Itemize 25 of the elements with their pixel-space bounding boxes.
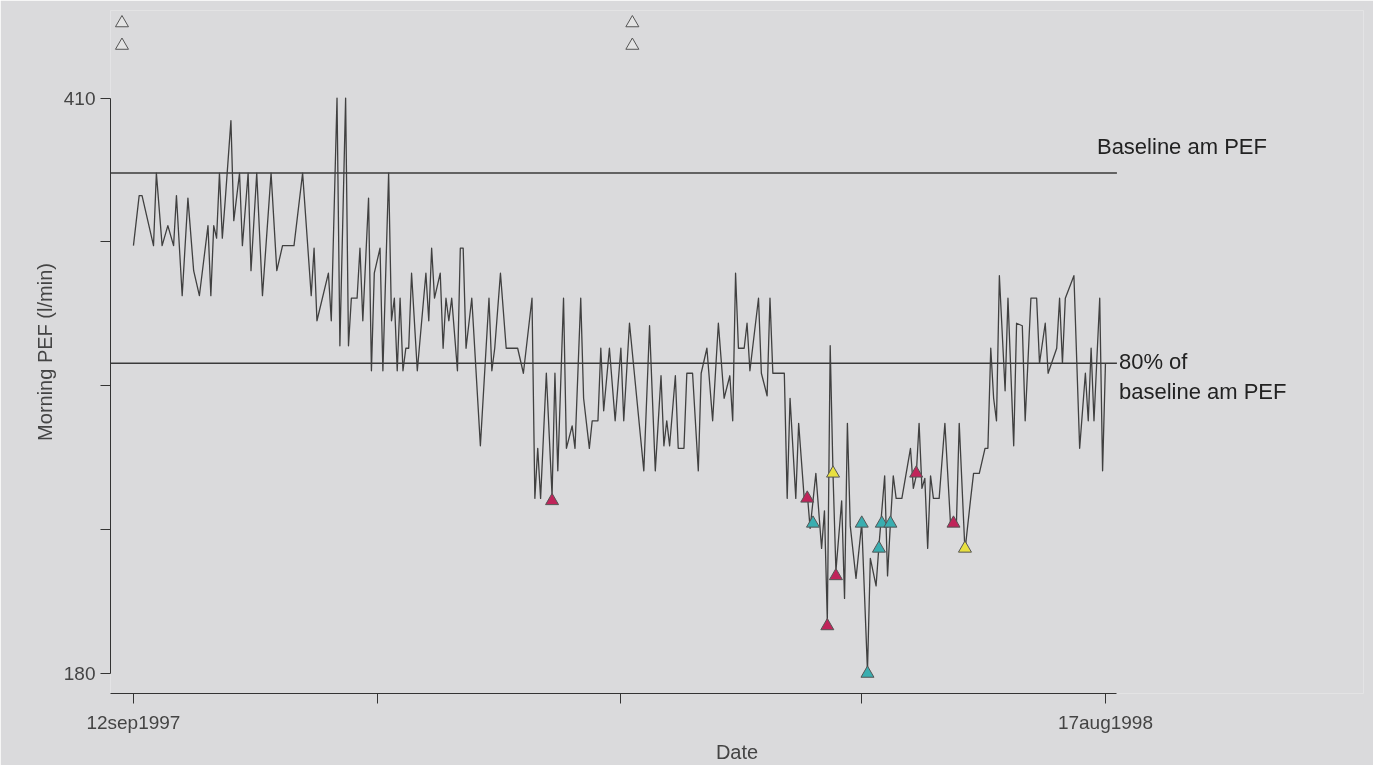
point — [854, 515, 869, 528]
x-tick-label: 17aug1998 — [1057, 711, 1154, 733]
ref-line-label: Baseline am PEF — [1096, 134, 1267, 160]
point — [826, 465, 841, 478]
y-tick-label: 410 — [63, 87, 96, 109]
point — [871, 540, 886, 553]
y-axis-title: Morning PEF (l/min) — [33, 263, 56, 441]
ref-line-label: 80% of baseline am PEF — [1118, 349, 1287, 405]
point — [800, 490, 815, 503]
point — [957, 540, 972, 553]
point — [946, 515, 961, 528]
point — [114, 15, 129, 28]
point — [625, 37, 640, 50]
x-tick-label: 12sep1997 — [86, 711, 181, 733]
point — [909, 465, 924, 478]
point — [820, 617, 835, 631]
point — [828, 567, 843, 581]
point — [883, 515, 898, 528]
point — [860, 665, 875, 678]
point — [625, 15, 640, 28]
y-tick-label: 180 — [63, 662, 96, 684]
x-axis-title: Date — [715, 740, 759, 763]
point — [545, 492, 560, 506]
point — [114, 37, 129, 50]
point — [805, 515, 820, 528]
